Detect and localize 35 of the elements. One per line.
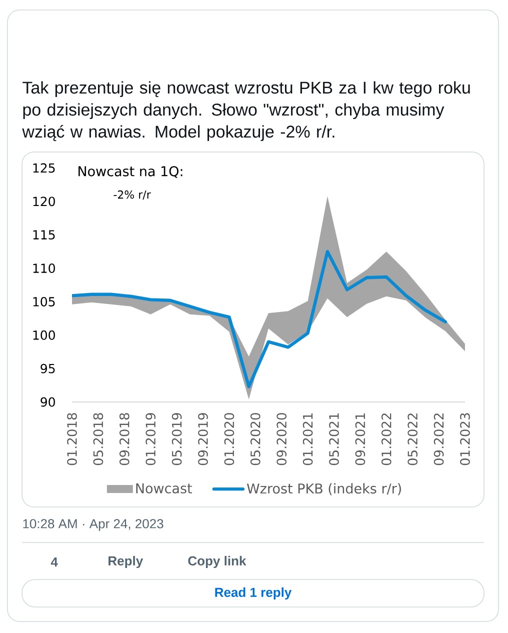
text: Read 1 reply [215, 587, 292, 600]
y-tick-label: 120 [33, 196, 55, 206]
annotation: -2% r/r [114, 190, 151, 200]
legend-label: Nowcast [136, 483, 192, 494]
x-tick-label: 05.2021 [329, 413, 339, 466]
y-tick-label: 105 [33, 296, 55, 306]
y-tick-label: 100 [33, 330, 55, 340]
x-tick-label: 01.2021 [302, 413, 313, 466]
y-tick-label: 90 [40, 397, 55, 407]
x-tick-label: 05.2019 [172, 413, 182, 466]
x-tick-label: 05.2022 [408, 414, 418, 466]
x-tick-label: 01.2020 [224, 413, 234, 466]
x-tick-label: 09.2018 [119, 413, 130, 466]
x-tick-label: 09.2019 [198, 413, 208, 466]
annotation: Nowcast na 1Q: [78, 166, 182, 178]
x-tick-label: 09.2021 [355, 413, 366, 466]
text: 10:28 AM · Apr 24, 2023 [23, 519, 164, 531]
x-tick-label: 05.2020 [250, 413, 260, 466]
x-tick-label: 01.2018 [67, 413, 77, 466]
text: 4 [50, 558, 58, 566]
text: Reply [108, 556, 144, 568]
y-tick-label: 95 [40, 364, 55, 374]
x-tick-label: 01.2022 [381, 414, 392, 466]
line-series [72, 250, 447, 388]
y-tick-label: 115 [33, 230, 55, 240]
legend-label: Wzrost PKB (indeks r/r) [246, 483, 401, 496]
text: Copy link [188, 556, 246, 568]
chart-title: Tak prezentuje się nowcast wzrostu PKB za I kw tego roku po dzisiejszych danych. Słowo "wzrost", chyba musimy wziąć w nawias. Model pokazuje -2% r/r. [22, 81, 470, 142]
x-tick-label: 01.2019 [146, 413, 156, 466]
x-tick-label: 09.2022 [434, 414, 444, 466]
x-tick-label: 09.2020 [276, 413, 287, 466]
y-tick-label: 125 [33, 163, 55, 173]
y-tick-label: 110 [33, 264, 55, 274]
x-tick-label: 01.2023 [460, 413, 470, 466]
x-tick-label: 05.2018 [93, 413, 104, 466]
